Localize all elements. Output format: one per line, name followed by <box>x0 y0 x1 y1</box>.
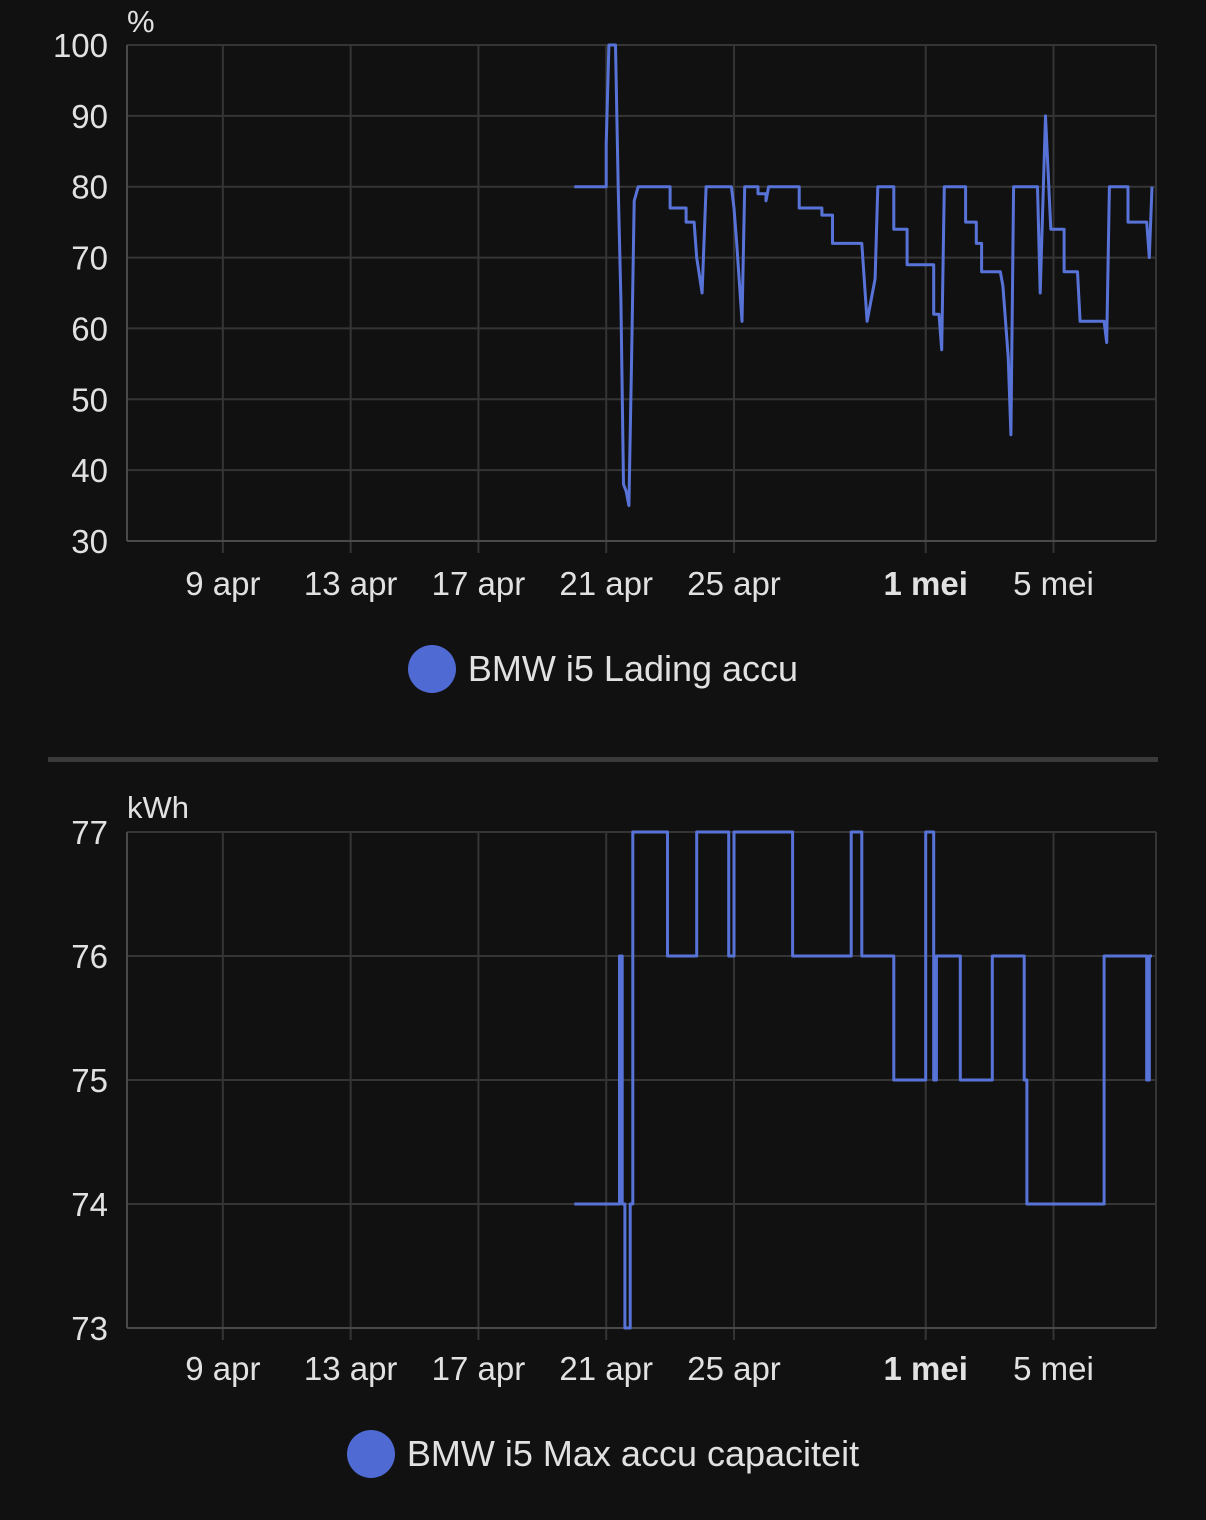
y-tick-label: 90 <box>71 98 108 135</box>
x-tick-label: 1 mei <box>884 565 968 602</box>
chart-divider <box>48 757 1158 762</box>
max-capacity-legend[interactable]: BMW i5 Max accu capaciteit <box>0 1430 1206 1478</box>
x-tick-label: 17 apr <box>432 1350 526 1387</box>
y-tick-label: 74 <box>71 1186 108 1223</box>
y-tick-label: 73 <box>71 1310 108 1347</box>
y-tick-label: 30 <box>71 523 108 560</box>
x-tick-label: 9 apr <box>185 1350 260 1387</box>
x-tick-label: 13 apr <box>304 565 398 602</box>
battery-level-legend[interactable]: BMW i5 Lading accu <box>0 645 1206 693</box>
max-capacity-chart-card: 77 76 75 74 73 9 apr 13 apr 17 apr 21 apr 25 apr 1… <box>0 770 1206 1520</box>
y-tick-label: 40 <box>71 452 108 489</box>
x-tick-label: 21 apr <box>559 565 653 602</box>
y-tick-label: 75 <box>71 1062 108 1099</box>
legend-color-dot <box>346 1430 395 1478</box>
x-tick-label: 25 apr <box>687 1350 781 1387</box>
x-tick-label: 21 apr <box>559 1350 653 1387</box>
battery-level-chart-card: 100 90 80 70 60 50 40 30 9 apr 13 apr 17 apr 21 apr… <box>0 0 1206 740</box>
legend-color-dot <box>407 645 456 693</box>
y-tick-label: 60 <box>71 310 108 347</box>
legend-label: BMW i5 Lading accu <box>467 648 799 689</box>
x-tick-label: 1 mei <box>884 1350 968 1387</box>
y-tick-label: 50 <box>71 381 108 418</box>
unit-label: % <box>127 4 155 39</box>
max-capacity-chart[interactable]: 77 76 75 74 73 9 apr 13 apr 17 apr 21 apr 25 apr 1… <box>0 770 1206 1410</box>
x-tick-label: 5 mei <box>1013 565 1094 602</box>
series-line[interactable] <box>574 43 1154 508</box>
unit-label: kWh <box>127 790 189 825</box>
x-tick-label: 9 apr <box>185 565 260 602</box>
series-line[interactable] <box>574 830 1152 1330</box>
y-tick-label: 70 <box>71 240 108 277</box>
y-tick-label: 76 <box>71 938 108 975</box>
y-tick-label: 100 <box>53 27 108 64</box>
x-tick-label: 25 apr <box>687 565 781 602</box>
x-tick-label: 17 apr <box>432 565 526 602</box>
y-tick-label: 80 <box>71 169 108 206</box>
y-tick-label: 77 <box>71 814 108 851</box>
battery-level-chart[interactable]: 100 90 80 70 60 50 40 30 9 apr 13 apr 17 apr 21 apr… <box>0 0 1206 620</box>
x-tick-label: 13 apr <box>304 1350 398 1387</box>
x-tick-label: 5 mei <box>1013 1350 1094 1387</box>
legend-label: BMW i5 Max accu capaciteit <box>406 1433 860 1474</box>
